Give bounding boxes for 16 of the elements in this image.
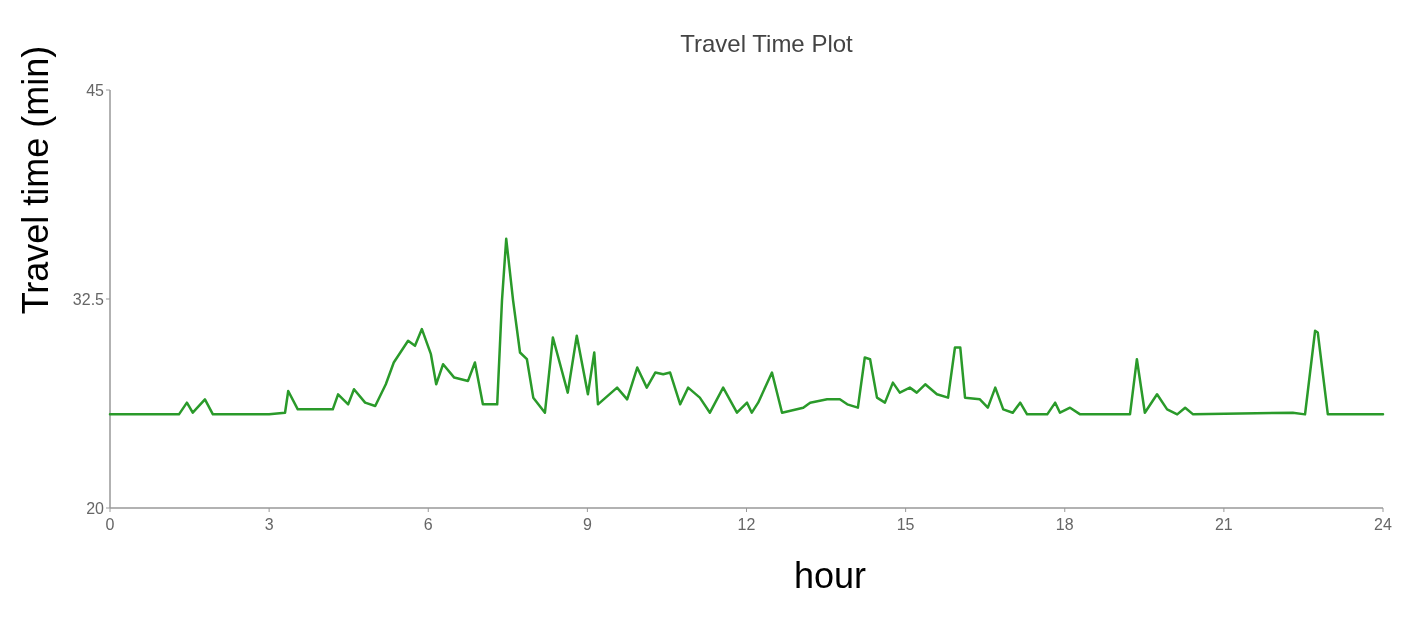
line-series bbox=[108, 237, 1385, 416]
x-tick-label: 9 bbox=[582, 516, 592, 533]
x-tick-label: 3 bbox=[264, 516, 274, 533]
y-tick-label: 32.5 bbox=[72, 290, 105, 308]
chart-title: Travel Time Plot bbox=[680, 30, 854, 57]
x-tick-label: 15 bbox=[896, 516, 915, 533]
x-tick-label: 18 bbox=[1055, 516, 1074, 533]
y-tick-label: 20 bbox=[86, 499, 105, 517]
y-tick-label: 45 bbox=[86, 81, 105, 99]
x-axis-title: hour bbox=[793, 555, 867, 596]
x-tick-label: 6 bbox=[423, 516, 433, 533]
y-axis-title: Travel time (min) bbox=[15, 45, 56, 315]
x-tick-label: 0 bbox=[105, 516, 115, 533]
x-tick-label: 21 bbox=[1214, 516, 1233, 533]
x-tick-label: 24 bbox=[1374, 516, 1392, 533]
x-tick-label: 12 bbox=[737, 516, 756, 533]
